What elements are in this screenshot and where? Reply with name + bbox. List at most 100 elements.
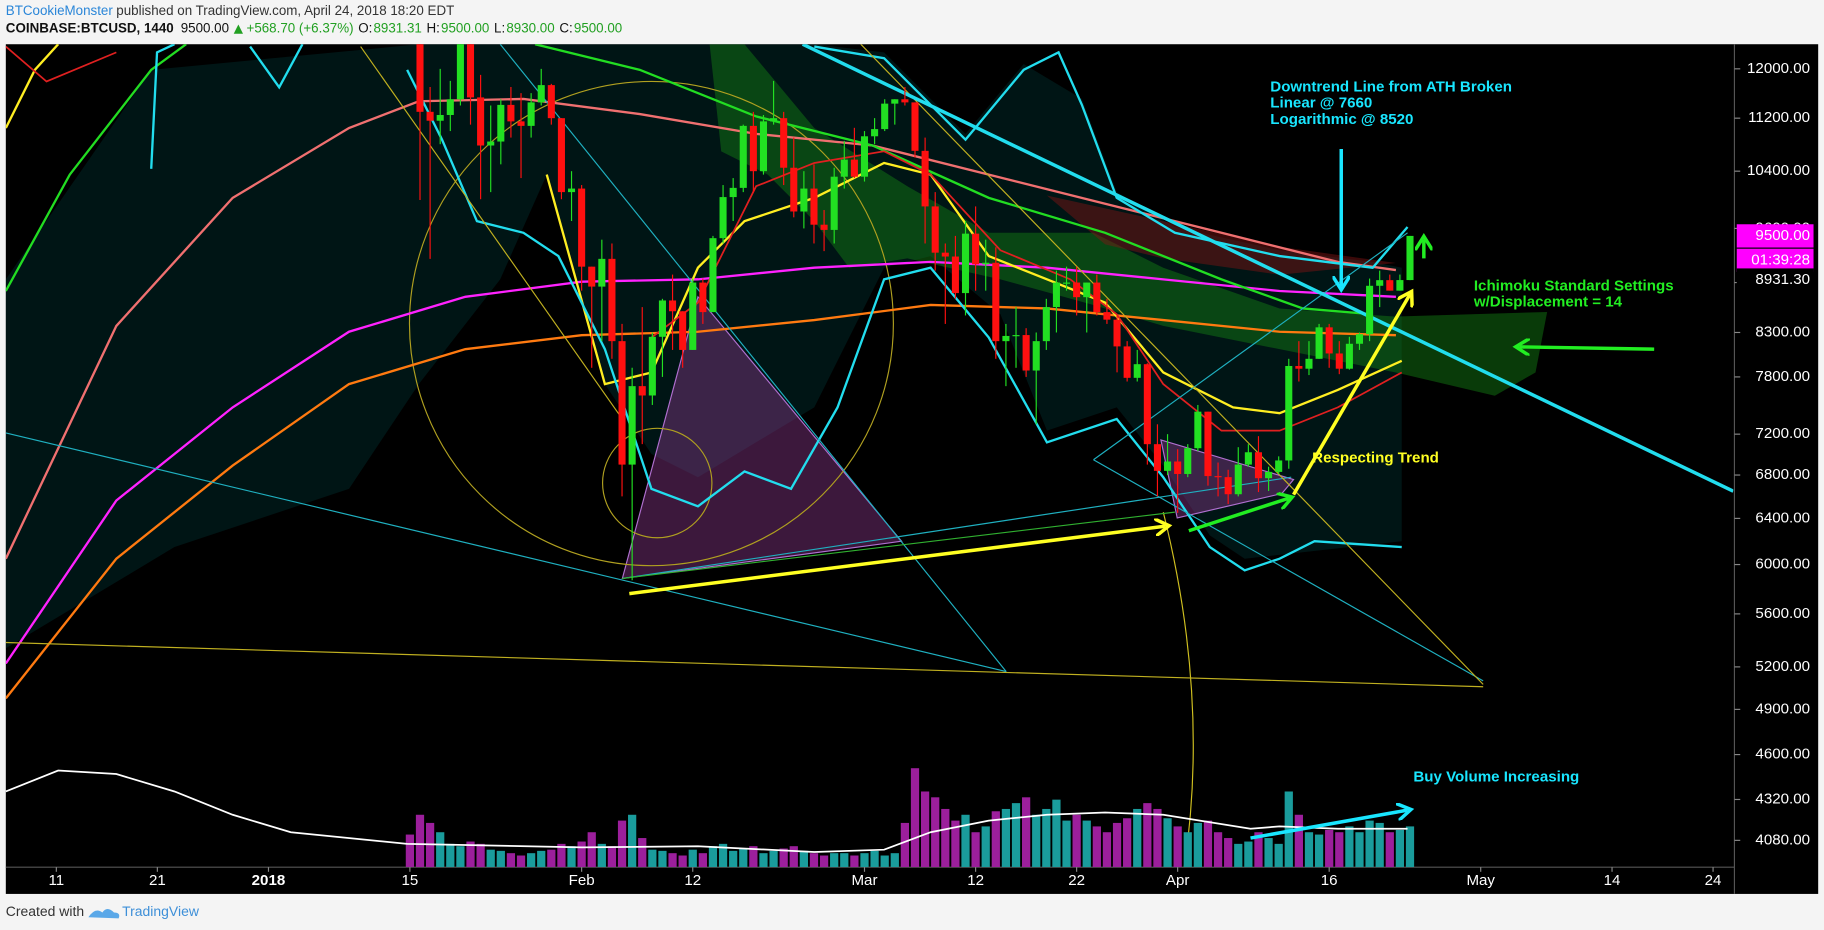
volume-bar — [1304, 832, 1314, 868]
candle-body — [517, 121, 525, 126]
x-tick-label: 12 — [684, 872, 701, 889]
y-tick-label: 6400.00 — [1755, 509, 1810, 526]
arrows — [629, 148, 1655, 840]
volume-bar — [506, 853, 516, 868]
volume-bar — [910, 768, 920, 868]
footer: Created with TradingView — [6, 903, 200, 919]
moving-average — [534, 44, 1373, 316]
price-label-box — [1736, 268, 1814, 292]
bollinger-fill — [5, 44, 1402, 649]
brand-logo — [88, 909, 120, 919]
downtrend-line — [801, 44, 1734, 493]
volume-bar — [779, 848, 788, 868]
candle-body — [477, 97, 485, 146]
candle-body — [1052, 282, 1060, 308]
candle-body — [941, 252, 949, 257]
y-tick-label: 5600.00 — [1755, 605, 1810, 622]
volumes — [405, 768, 1415, 868]
candle-body — [1113, 319, 1121, 347]
volume-bar — [759, 853, 768, 868]
candle-body — [1214, 476, 1222, 478]
volume-bar — [446, 843, 455, 868]
volume-bar — [1011, 803, 1021, 868]
candle-body — [1234, 464, 1242, 495]
candle-body — [1315, 327, 1323, 359]
y-tick-label: 12000.00 — [1747, 60, 1810, 77]
header-bar — [0, 0, 1824, 45]
candle-body — [931, 206, 939, 253]
candle-body — [992, 262, 1000, 342]
volume-bar — [1314, 834, 1324, 868]
volume-bar — [1294, 814, 1303, 868]
arrow — [1519, 347, 1655, 349]
y-tick-label: 4080.00 — [1755, 831, 1810, 848]
candle-body — [497, 104, 505, 142]
x-tick-label: 22 — [1068, 872, 1085, 889]
volume-bar — [415, 814, 425, 868]
low-label: L: — [494, 21, 505, 36]
price-label: 8931.30 — [1755, 271, 1810, 288]
header: BTCookieMonster published on TradingView.… — [6, 3, 622, 35]
x-tick-label: 2018 — [252, 872, 286, 889]
candle-body — [628, 386, 636, 465]
volume-bar — [1163, 818, 1172, 868]
candle-body — [608, 258, 616, 342]
volume-bar — [1213, 832, 1223, 868]
candle-body — [1406, 235, 1414, 281]
x-tick-label: 12 — [967, 872, 984, 889]
annotation: w/Displacement = 14 — [1473, 294, 1623, 311]
candle-body — [921, 150, 929, 207]
candle-body — [507, 104, 515, 122]
brand-name[interactable]: TradingView — [122, 903, 200, 919]
volume-bar — [456, 846, 465, 868]
candle-body — [1062, 282, 1071, 284]
candle-body — [1355, 334, 1364, 344]
y-tick-label: 6800.00 — [1755, 466, 1810, 483]
trend-line — [622, 511, 1175, 580]
candle-body — [891, 99, 899, 104]
candle-body — [1174, 461, 1182, 474]
change-arrow — [233, 24, 244, 34]
candle-body — [578, 188, 586, 267]
volume-bar — [648, 849, 657, 868]
volume-bar — [1052, 799, 1061, 868]
published: published on TradingView.com, April 24, … — [116, 3, 454, 18]
candle-body — [547, 85, 555, 119]
candle-body — [699, 282, 707, 313]
candle-body — [729, 187, 737, 198]
volume-bar — [1133, 808, 1142, 868]
volume-bar — [951, 820, 960, 868]
volume-bar — [668, 853, 677, 868]
candle-body — [1164, 461, 1172, 471]
candle-body — [1143, 364, 1151, 445]
volume-bar — [597, 843, 606, 868]
volume-bar — [1072, 814, 1081, 868]
volume-bar — [557, 843, 566, 868]
annotation: Buy Volume Increasing — [1413, 769, 1579, 786]
volume-bar — [1153, 808, 1162, 868]
volume-bar — [698, 853, 707, 868]
y-tick-label: 4320.00 — [1755, 790, 1810, 807]
candle-body — [1285, 365, 1293, 461]
price-label: 9500.00 — [1755, 227, 1810, 244]
candle-body — [1184, 448, 1192, 474]
volume-bar — [1345, 826, 1354, 868]
candle-body — [1335, 353, 1343, 369]
bollinger-band — [814, 45, 1409, 269]
volume-bar — [628, 814, 637, 868]
last-price: 9500.00 — [181, 21, 229, 36]
volume-bar — [567, 846, 576, 868]
candle-body — [679, 311, 687, 350]
candle-body — [557, 118, 565, 193]
y-tick-label: 5200.00 — [1755, 658, 1810, 675]
volume-bar — [1274, 843, 1283, 868]
candle-body — [1002, 335, 1010, 342]
candle-body — [638, 386, 646, 396]
candle-body — [436, 114, 444, 121]
volume-bar — [809, 853, 819, 868]
volume-bar — [496, 850, 505, 868]
triangle-pattern — [621, 295, 903, 580]
candle-body — [689, 282, 697, 350]
low: 8930.00 — [506, 21, 554, 36]
candle-body — [466, 44, 475, 98]
